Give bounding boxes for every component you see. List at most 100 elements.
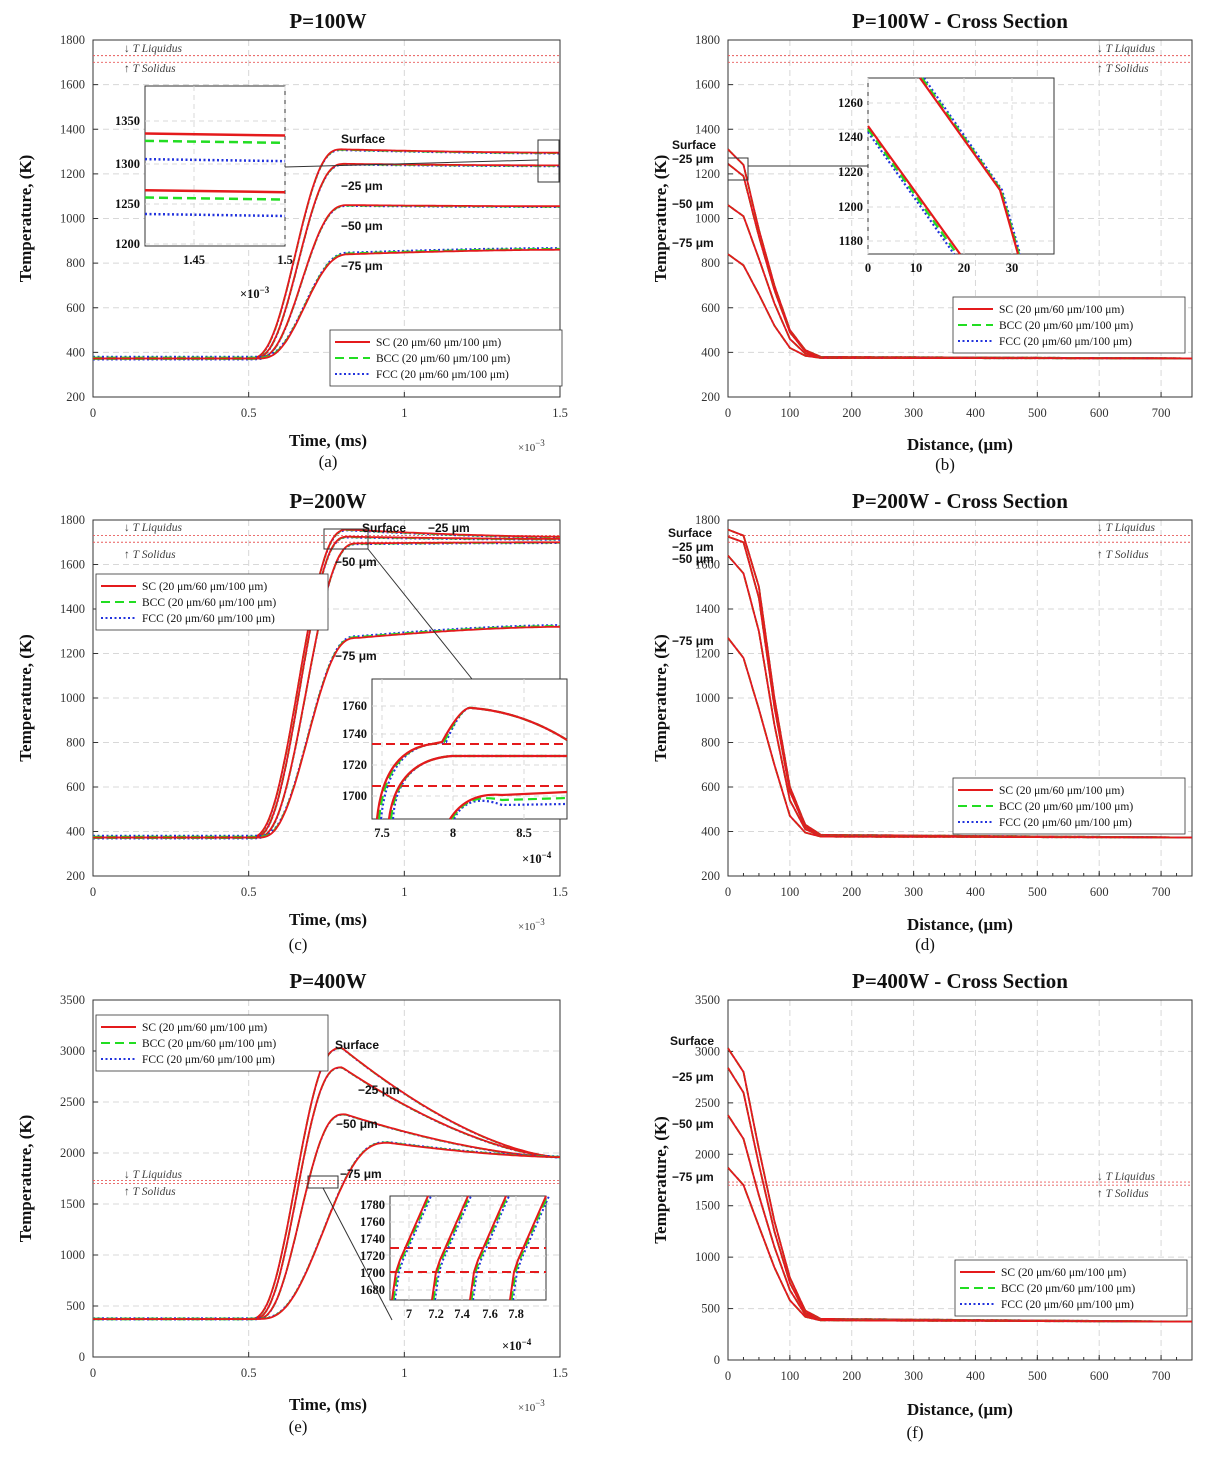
inset-series-line xyxy=(453,799,568,820)
liquidus-label: ↓ T Liquidus xyxy=(1097,522,1155,534)
y-tick-label: 200 xyxy=(66,869,85,883)
y-tick-label: 1000 xyxy=(695,1250,720,1264)
x-tick-label: 700 xyxy=(1152,1369,1171,1383)
y-tick-label: 1800 xyxy=(695,33,720,47)
y-tick-label: 3500 xyxy=(60,993,85,1007)
x-tick-label: 500 xyxy=(1028,885,1047,899)
y-tick-label: 600 xyxy=(66,301,85,315)
chart-f: P=400W - Cross Section 0 100 200 300 400 500 60… xyxy=(651,969,1193,1442)
inset-frame xyxy=(371,678,568,820)
y-tick-label: 1400 xyxy=(60,602,85,616)
series-line-sc xyxy=(93,625,560,839)
inset-exponent-label: ×10−4 xyxy=(502,1337,532,1353)
x-tick-label: 1 xyxy=(401,1366,407,1380)
series-line-sc xyxy=(727,1167,1192,1323)
solidus-label: ↑ T Solidus xyxy=(1097,1188,1149,1200)
y-tick-label: 1200 xyxy=(60,647,85,661)
x-tick-label: 1.5 xyxy=(552,1366,568,1380)
curve-annotation: −75 μm xyxy=(340,1167,382,1181)
liquidus-label: ↓ T Liquidus xyxy=(1097,1171,1155,1183)
inset-series-line xyxy=(867,128,958,255)
inset-exponent-label: ×10−4 xyxy=(522,850,552,866)
chart-title: P=100W - Cross Section xyxy=(852,9,1068,33)
y-tick-label: 1200 xyxy=(695,647,720,661)
curve-annotation: −25 μm xyxy=(672,540,714,554)
curve-annotation: −50 μm xyxy=(672,197,714,211)
y-tick-label: 1800 xyxy=(60,513,85,527)
y-axis-label: Temperature, (K) xyxy=(651,155,670,282)
panel-label: (e) xyxy=(289,1417,308,1436)
y-axis-label: Temperature, (K) xyxy=(651,1116,670,1243)
zoom-connector xyxy=(322,1187,393,1321)
inset-x-tick-label: 0 xyxy=(865,261,871,275)
y-tick-label: 500 xyxy=(701,1302,720,1316)
inset-y-tick-label: 1780 xyxy=(360,1198,385,1212)
chart-a: P=100W 0 0.5 1 1.5 200 400 600 800 1000 1200 1400 16… xyxy=(16,9,568,471)
x-tick-label: 500 xyxy=(1028,406,1047,420)
y-tick-label: 1800 xyxy=(60,33,85,47)
y-tick-label: 1800 xyxy=(695,513,720,527)
y-tick-label: 3000 xyxy=(60,1044,85,1058)
legend-label: FCC (20 μm/60 μm/100 μm) xyxy=(1001,1299,1134,1311)
x-tick-label: 100 xyxy=(780,885,799,899)
inset-y-tick-label: 1700 xyxy=(360,1266,385,1280)
x-tick-label: 1 xyxy=(401,885,407,899)
legend-label: SC (20 μm/60 μm/100 μm) xyxy=(142,581,267,593)
inset-x-tick-label: 1.5 xyxy=(277,253,293,267)
inset-series-line xyxy=(431,1195,469,1301)
inset-y-tick-label: 1760 xyxy=(342,699,367,713)
y-tick-label: 400 xyxy=(66,825,85,839)
x-tick-label: 100 xyxy=(780,406,799,420)
panel-label: (a) xyxy=(319,452,338,471)
inset-y-tick-label: 1740 xyxy=(342,727,367,741)
x-axis-label: Distance, (μm) xyxy=(907,915,1013,934)
x-tick-label: 0.5 xyxy=(241,1366,257,1380)
panel-label: (f) xyxy=(907,1423,924,1442)
legend: SC (20 μm/60 μm/100 μm) BCC (20 μm/60 μm/… xyxy=(329,329,563,387)
y-tick-label: 1000 xyxy=(60,212,85,226)
legend-label: BCC (20 μm/60 μm/100 μm) xyxy=(999,801,1133,813)
inset-x-tick-label: 7.4 xyxy=(454,1307,470,1321)
y-tick-label: 2000 xyxy=(60,1146,85,1160)
curve-annotation: −50 μm xyxy=(672,1117,714,1131)
plot-frame xyxy=(727,519,1193,877)
y-tick-label: 0 xyxy=(79,1350,85,1364)
inset-series-line xyxy=(449,790,568,820)
zoom-box xyxy=(307,1175,339,1189)
solidus-label: ↑ T Solidus xyxy=(124,1186,176,1198)
legend-label: SC (20 μm/60 μm/100 μm) xyxy=(1001,1267,1126,1279)
y-tick-label: 1000 xyxy=(60,1248,85,1262)
y-tick-label: 1500 xyxy=(695,1199,720,1213)
x-tick-label: 600 xyxy=(1090,406,1109,420)
y-tick-label: 200 xyxy=(701,390,720,404)
curve-annotation: Surface xyxy=(670,1034,714,1048)
legend-label: BCC (20 μm/60 μm/100 μm) xyxy=(1001,1283,1135,1295)
inset-series-line xyxy=(921,77,1021,255)
legend: SC (20 μm/60 μm/100 μm) BCC (20 μm/60 μm/… xyxy=(952,777,1186,835)
y-tick-label: 3500 xyxy=(695,993,720,1007)
legend: SC (20 μm/60 μm/100 μm) BCC (20 μm/60 μm/… xyxy=(95,1014,329,1072)
y-tick-label: 2500 xyxy=(60,1095,85,1109)
plot-frame xyxy=(727,999,1193,1361)
chart-title: P=400W - Cross Section xyxy=(852,969,1068,993)
x-tick-label: 200 xyxy=(842,406,861,420)
liquidus-label: ↓ T Liquidus xyxy=(124,1169,182,1181)
inset-series-line xyxy=(434,1195,472,1301)
curve-annotation: −50 μm xyxy=(336,1117,378,1131)
curve-annotation: −25 μm xyxy=(341,179,383,193)
solidus-label: ↑ T Solidus xyxy=(1097,63,1149,75)
x-tick-label: 0.5 xyxy=(241,406,257,420)
inset-series-line xyxy=(510,1195,549,1301)
inset-y-tick-label: 1200 xyxy=(115,237,140,251)
legend-label: SC (20 μm/60 μm/100 μm) xyxy=(142,1022,267,1034)
legend-label: SC (20 μm/60 μm/100 μm) xyxy=(376,337,501,349)
inset-y-tick-label: 1220 xyxy=(838,165,863,179)
x-exponent-label: ×10−3 xyxy=(518,1398,545,1414)
curve-annotation: Surface xyxy=(668,526,712,540)
curve-annotation: −25 μm xyxy=(428,521,470,535)
curve-annotation: Surface xyxy=(672,138,716,152)
chart-title: P=200W xyxy=(289,489,366,513)
inset-y-tick-label: 1250 xyxy=(115,197,140,211)
curve-annotation: −50 μm xyxy=(341,219,383,233)
